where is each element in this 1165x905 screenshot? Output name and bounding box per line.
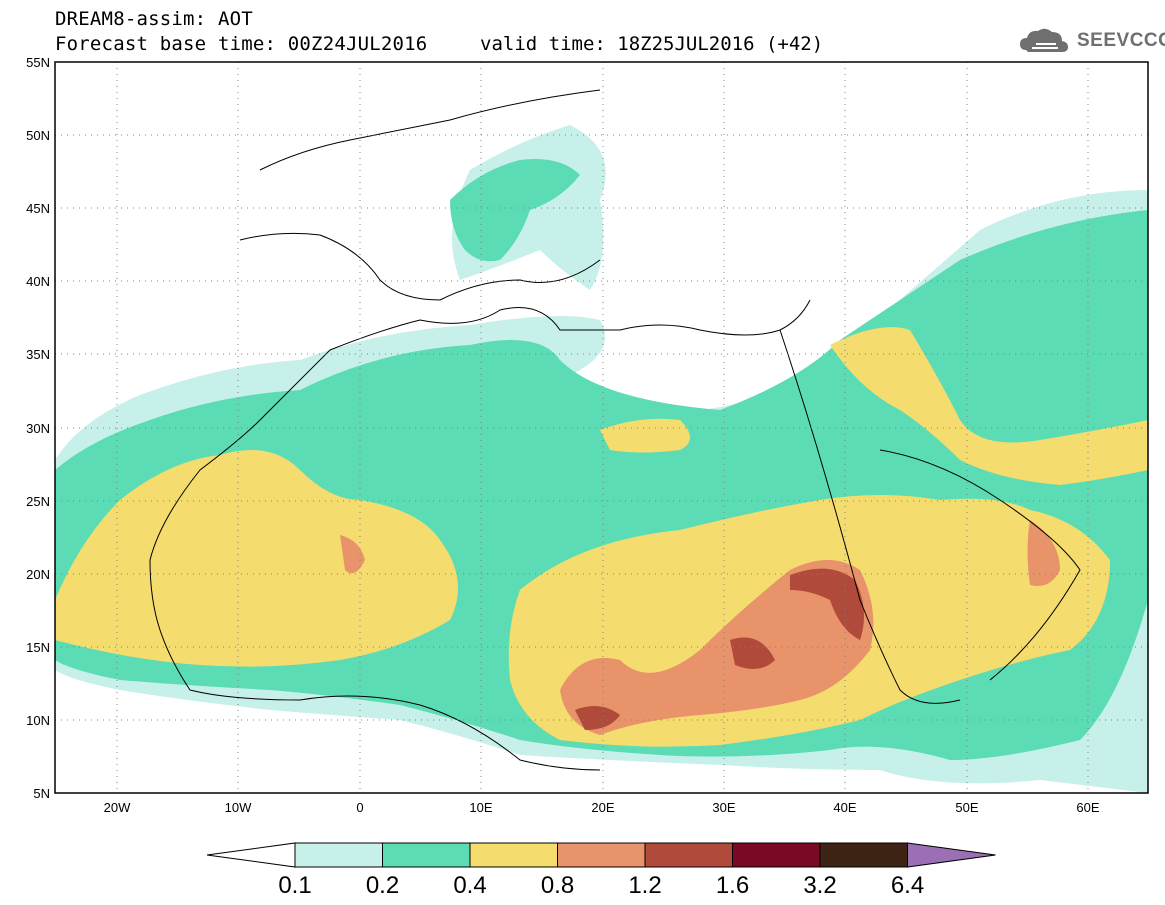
colorbar-labels: 0.1 0.2 0.4 0.8 1.2 1.6 3.2 6.4 <box>278 872 924 899</box>
colorbar-tick-label: 0.2 <box>366 872 399 899</box>
colorbar-swatch <box>557 842 646 868</box>
colorbar-tick-label: 0.4 <box>453 872 486 899</box>
colorbar-swatch <box>469 842 558 868</box>
aot-band-0.4 <box>55 450 458 667</box>
lon-label: 40E <box>833 800 856 815</box>
lon-label: 30E <box>712 800 735 815</box>
lon-label: 0 <box>356 800 363 815</box>
lat-label: 50N <box>26 128 50 143</box>
aot-band-0.8-mali <box>340 535 365 574</box>
colorbar-tick-label: 3.2 <box>803 872 836 899</box>
colorbar-over-arrow <box>907 842 996 868</box>
colorbar-swatch <box>732 842 821 868</box>
aot-band-0.2-north <box>450 159 580 262</box>
colorbar-under-arrow <box>206 842 296 868</box>
lat-label: 25N <box>26 494 50 509</box>
colorbar-swatch <box>644 842 733 868</box>
lat-labels: 55N 50N 45N 40N 35N 30N 25N 20N 15N 10N … <box>26 55 50 801</box>
lon-label: 10W <box>225 800 252 815</box>
aot-contours <box>55 125 1148 793</box>
colorbar-swatch <box>294 842 383 868</box>
colorbar-tick-label: 0.8 <box>541 872 574 899</box>
colorbar-tick-label: 1.2 <box>628 872 661 899</box>
lon-labels: 20W 10W 0 10E 20E 30E 40E 50E 60E <box>104 800 1100 815</box>
lat-label: 15N <box>26 640 50 655</box>
lat-label: 55N <box>26 55 50 70</box>
colorbar-tick-label: 1.6 <box>716 872 749 899</box>
chart-title-line1: DREAM8-assim: AOT <box>55 8 253 30</box>
aot-band-1.2-sudan <box>730 637 775 669</box>
lat-label: 35N <box>26 347 50 362</box>
lat-label: 45N <box>26 201 50 216</box>
map-frame <box>54 61 1149 794</box>
lat-label: 20N <box>26 567 50 582</box>
colorbar-swatch <box>819 842 908 868</box>
lon-label: 50E <box>955 800 978 815</box>
forecast-base-time: Forecast base time: 00Z24JUL2016 <box>55 33 428 55</box>
aot-band-0.8-oman <box>1027 520 1060 586</box>
lat-label: 30N <box>26 421 50 436</box>
colorbar <box>206 842 996 868</box>
lon-label: 20W <box>104 800 131 815</box>
logo-text: SEEVCCC <box>1077 30 1165 51</box>
colorbar-swatch <box>382 842 471 868</box>
lat-label: 5N <box>33 786 50 801</box>
graticule <box>55 62 1148 793</box>
colorbar-tick-label: 6.4 <box>891 872 924 899</box>
lon-label: 20E <box>591 800 614 815</box>
aot-band-1.2 <box>575 706 620 730</box>
coastlines <box>149 89 1081 771</box>
lat-label: 10N <box>26 713 50 728</box>
aot-band-0.8 <box>560 560 874 735</box>
aot-band-1.2-eritrea <box>790 568 864 640</box>
valid-time: valid time: 18Z25JUL2016 (+42) <box>480 33 824 55</box>
lat-label: 40N <box>26 274 50 289</box>
cloud-logo-icon <box>1020 28 1068 52</box>
aot-band-0.4-libya <box>600 418 690 453</box>
lon-label: 10E <box>469 800 492 815</box>
lon-label: 60E <box>1076 800 1099 815</box>
colorbar-tick-label: 0.1 <box>278 872 311 899</box>
aot-band-0.4-gulf <box>830 327 1148 485</box>
